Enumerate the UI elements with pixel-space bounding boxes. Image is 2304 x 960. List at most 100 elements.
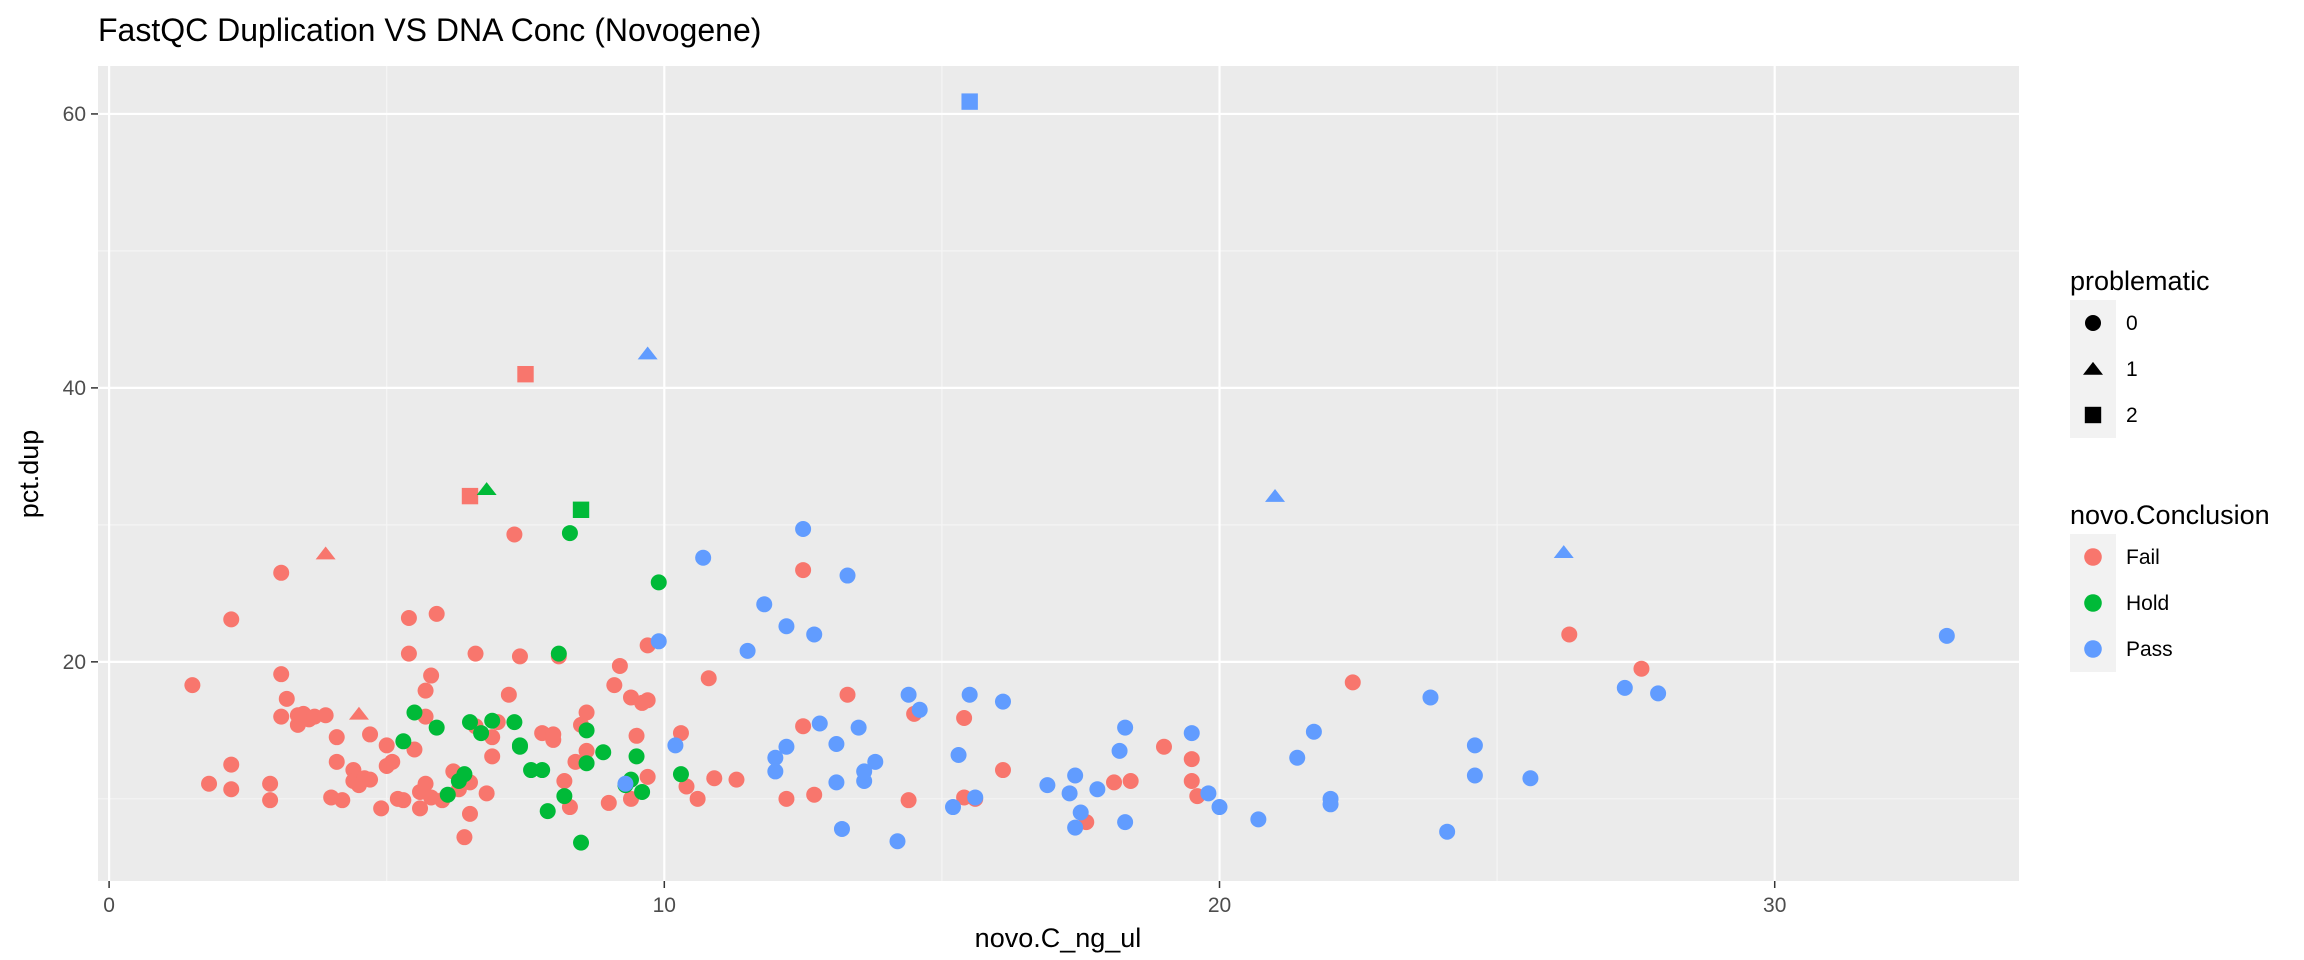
- data-point-pass: [739, 642, 756, 659]
- data-point-fail: [1122, 773, 1139, 790]
- data-point-pass: [667, 737, 684, 754]
- data-point-pass: [833, 820, 850, 837]
- data-point-fail: [348, 706, 369, 720]
- data-point-fail: [378, 737, 395, 754]
- y-tick-label: 60: [63, 103, 86, 126]
- data-point-fail: [334, 792, 351, 809]
- data-point-fail: [362, 771, 379, 788]
- legend-title-novo-conclusion: novo.Conclusion: [2070, 500, 2270, 530]
- data-point-fail: [956, 710, 973, 726]
- data-point-pass: [911, 701, 928, 718]
- data-point-pass: [828, 736, 845, 753]
- data-point-fail: [262, 775, 279, 792]
- data-point-fail: [184, 677, 201, 694]
- data-point-pass: [1616, 679, 1633, 696]
- data-point-hold: [672, 766, 689, 783]
- data-point-pass: [1553, 545, 1574, 559]
- data-point-pass: [767, 763, 784, 780]
- data-point-fail: [672, 725, 689, 742]
- x-tick-label: 30: [1763, 894, 1786, 917]
- data-point-pass: [795, 520, 812, 537]
- data-point-fail: [417, 775, 434, 792]
- data-point-fail: [461, 805, 478, 822]
- data-point-fail: [639, 692, 656, 709]
- legend-key-triangle-icon: [2083, 361, 2103, 375]
- data-point-hold: [511, 737, 528, 754]
- data-point-hold: [650, 574, 667, 591]
- legend-label: 0: [2126, 312, 2138, 335]
- data-point-pass: [778, 738, 795, 755]
- data-point-fail: [262, 792, 279, 809]
- data-point-hold: [539, 803, 556, 820]
- y-tick-label: 20: [63, 651, 86, 674]
- data-point-pass: [1183, 725, 1200, 742]
- legend-key-circle-icon: [2085, 315, 2101, 331]
- data-point-fail: [994, 762, 1011, 779]
- data-point-fail: [315, 546, 336, 560]
- data-point-fail: [328, 729, 345, 746]
- data-point-pass: [806, 626, 823, 643]
- data-point-fail: [1106, 774, 1123, 791]
- data-point-fail: [517, 365, 534, 383]
- x-tick-label: 10: [653, 894, 676, 917]
- data-point-fail: [728, 771, 745, 788]
- data-point-pass: [961, 93, 978, 110]
- data-point-pass: [1466, 737, 1483, 754]
- data-point-pass: [650, 633, 667, 650]
- data-point-fail: [428, 605, 445, 622]
- data-point-hold: [473, 725, 490, 742]
- data-point-pass: [900, 686, 917, 703]
- data-point-pass: [1250, 811, 1267, 828]
- data-point-fail: [506, 526, 523, 543]
- data-point-fail: [578, 704, 595, 721]
- data-points: [184, 93, 1955, 851]
- data-point-fail: [511, 648, 528, 665]
- data-point-hold: [628, 748, 645, 765]
- data-point-pass: [1422, 689, 1439, 706]
- data-point-fail: [606, 677, 623, 694]
- data-point-fail: [578, 742, 595, 759]
- data-point-pass: [1322, 790, 1339, 807]
- data-point-pass: [778, 618, 795, 635]
- data-point-fail: [467, 645, 484, 662]
- legend-key-pass-icon: [2084, 640, 2102, 658]
- data-point-hold: [550, 645, 567, 662]
- data-point-hold: [578, 755, 595, 772]
- data-point-hold: [556, 788, 573, 805]
- data-point-pass: [1111, 742, 1128, 759]
- data-point-pass: [1117, 719, 1134, 736]
- x-axis-title: novo.C_ng_ul: [975, 923, 1142, 953]
- data-point-fail: [611, 657, 628, 674]
- data-point-fail: [223, 781, 240, 798]
- data-point-fail: [500, 686, 517, 703]
- data-point-fail: [600, 794, 617, 811]
- data-point-fail: [400, 645, 417, 662]
- data-point-pass: [867, 753, 884, 770]
- data-point-hold: [578, 722, 595, 739]
- data-point-pass: [1117, 814, 1134, 831]
- data-point-hold: [534, 762, 551, 779]
- data-point-pass: [889, 833, 906, 850]
- legend-label: Fail: [2126, 546, 2160, 569]
- data-point-fail: [1633, 660, 1650, 677]
- data-point-pass: [1522, 770, 1539, 787]
- legend-title-problematic: problematic: [2070, 266, 2210, 296]
- data-point-fail: [345, 762, 362, 779]
- data-point-fail: [273, 708, 290, 725]
- data-point-hold: [461, 714, 478, 731]
- major-gridlines: [98, 66, 2019, 881]
- axes: 0 10 20 30 20 40 60: [63, 103, 1787, 917]
- data-point-hold: [406, 704, 423, 721]
- data-point-hold: [634, 783, 651, 800]
- data-point-pass: [1466, 767, 1483, 784]
- data-point-fail: [406, 741, 423, 758]
- data-point-pass: [1039, 777, 1056, 794]
- data-point-fail: [556, 773, 573, 790]
- data-point-pass: [961, 686, 978, 703]
- legend-label: 1: [2126, 358, 2138, 381]
- data-point-fail: [1561, 626, 1578, 643]
- legend-label: 2: [2126, 404, 2138, 427]
- data-point-fail: [223, 756, 240, 773]
- data-point-pass: [1650, 685, 1667, 702]
